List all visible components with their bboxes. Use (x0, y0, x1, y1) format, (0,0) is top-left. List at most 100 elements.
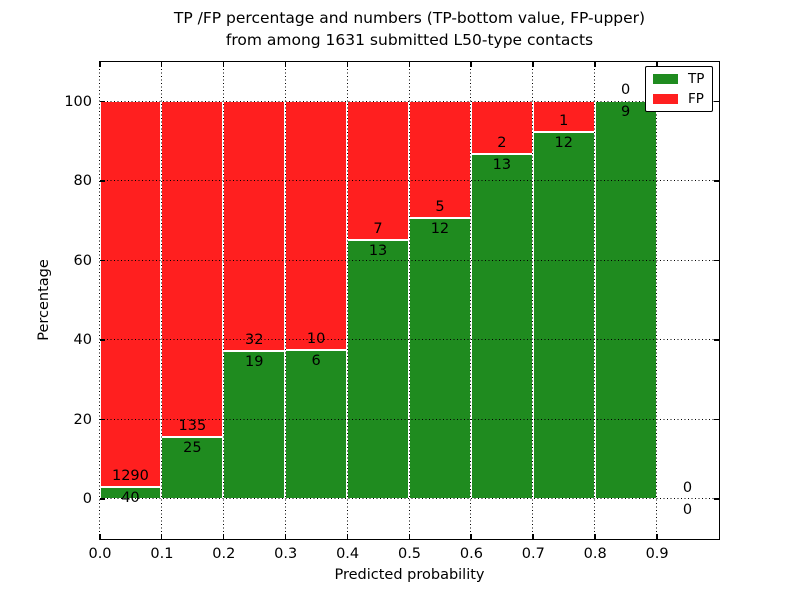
bar-label-tp: 40 (121, 489, 140, 506)
bar-segment-tp (285, 349, 348, 499)
gridline-vertical (346, 61, 348, 539)
y-tick-label: 80 (73, 173, 92, 190)
gridline-vertical (408, 61, 410, 539)
bar-label-fp: 0 (621, 82, 631, 99)
x-tick-label: 0.7 (521, 546, 545, 562)
tick-mark (713, 100, 719, 103)
tick-mark (99, 339, 105, 341)
bar-segment-tp (347, 240, 409, 499)
bar-segment-tp (532, 131, 595, 499)
tick-mark (713, 180, 719, 182)
x-tick-label: 0.5 (397, 546, 422, 562)
chart-title-line2: from among 1631 submitted L50-type conta… (225, 30, 594, 49)
gridline-horizontal (99, 418, 719, 420)
tick-mark (222, 533, 225, 539)
tick-mark (160, 533, 163, 539)
bar-segment-tp (223, 350, 286, 499)
fp-color-swatch (653, 94, 678, 104)
tick-mark (656, 533, 658, 539)
bar-label-fp: 2 (497, 135, 507, 152)
y-tick-label: 40 (73, 332, 92, 349)
tick-mark (713, 418, 719, 421)
bar-label-fp: 7 (373, 221, 383, 238)
tick-mark (346, 533, 349, 539)
bar-segment-fp (347, 101, 409, 241)
tick-mark (656, 61, 658, 67)
gridline-vertical (532, 61, 534, 539)
tick-mark (713, 259, 719, 262)
x-tick-label: 0.6 (459, 546, 483, 562)
bar-segment-tp (470, 154, 533, 499)
gridline-horizontal (99, 259, 719, 261)
tick-mark (99, 533, 101, 539)
tick-mark (713, 339, 719, 341)
gridline-vertical (160, 61, 162, 539)
tick-mark (284, 61, 287, 67)
legend-label-fp: FP (688, 91, 704, 107)
tick-mark (99, 418, 105, 421)
tick-mark (99, 61, 101, 67)
gridline-vertical (284, 61, 286, 539)
tick-mark (99, 100, 105, 103)
tick-mark (99, 498, 105, 500)
bar-label-tp: 13 (492, 157, 512, 174)
gridline-horizontal (99, 339, 719, 341)
tick-mark (160, 61, 163, 67)
tick-mark (222, 61, 225, 67)
bar-label-tp: 12 (430, 221, 450, 238)
gridline-horizontal (99, 498, 719, 500)
bar-label-tp: 13 (368, 243, 388, 260)
tick-mark (713, 498, 719, 500)
bar-label-tp: 25 (183, 439, 202, 456)
tick-mark (594, 61, 596, 67)
tick-mark (470, 533, 472, 539)
gridline-horizontal (99, 180, 719, 182)
x-tick-label: 0.4 (336, 546, 360, 562)
bar-label-tp: 0 (682, 501, 693, 518)
bar-segment-fp (285, 101, 348, 350)
chart-title-line1: TP /FP percentage and numbers (TP-bottom… (173, 9, 646, 27)
legend: TP FP (645, 66, 714, 112)
legend-entry-fp: FP (653, 92, 704, 106)
bar-label-fp: 1290 (111, 467, 149, 484)
y-tick-label: 60 (73, 252, 92, 269)
bar-label-fp: 0 (682, 479, 693, 496)
bar-segment-tp (594, 101, 657, 499)
chart-title: TP /FP percentage and numbers (TP-bottom… (100, 8, 719, 51)
bar-label-tp: 12 (554, 134, 573, 151)
x-axis-label: Predicted probability (334, 567, 485, 583)
y-tick-label: 0 (82, 491, 92, 508)
x-tick-label: 0.9 (645, 546, 669, 562)
gridline-vertical (470, 61, 472, 539)
bar-segment-tp (161, 436, 224, 499)
bar-label-fp: 32 (245, 331, 264, 348)
tick-mark (470, 61, 472, 67)
legend-label-tp: TP (688, 71, 705, 87)
gridline-horizontal (99, 100, 719, 102)
x-tick-label: 0.1 (150, 546, 174, 562)
bar-segment-fp (223, 101, 286, 351)
tp-color-swatch (653, 74, 678, 84)
tick-mark (99, 259, 105, 262)
gridline-vertical (222, 61, 224, 539)
tick-mark (532, 533, 534, 539)
y-tick-label: 100 (64, 93, 92, 110)
tick-mark (594, 533, 596, 539)
tick-mark (99, 180, 105, 182)
tick-mark (408, 533, 410, 539)
tick-mark (532, 61, 534, 67)
bar-label-tp: 9 (621, 104, 631, 121)
x-tick-label: 0.8 (583, 546, 607, 562)
tick-mark (284, 533, 287, 539)
tick-mark (346, 61, 349, 67)
x-tick-label: 0.2 (212, 546, 236, 562)
plot-area: 1290 40 135 25 32 19 10 6 7 13 5 12 2 13 1 12 0 9 0 0 (98, 60, 720, 540)
gridline-vertical (656, 61, 658, 539)
bar-segment-fp (470, 101, 533, 155)
bar-label-fp: 10 (306, 330, 326, 347)
bar-label-fp: 1 (559, 112, 569, 129)
tick-mark (408, 61, 410, 67)
bar-label-tp: 6 (311, 352, 321, 369)
y-tick-label: 20 (73, 411, 92, 428)
